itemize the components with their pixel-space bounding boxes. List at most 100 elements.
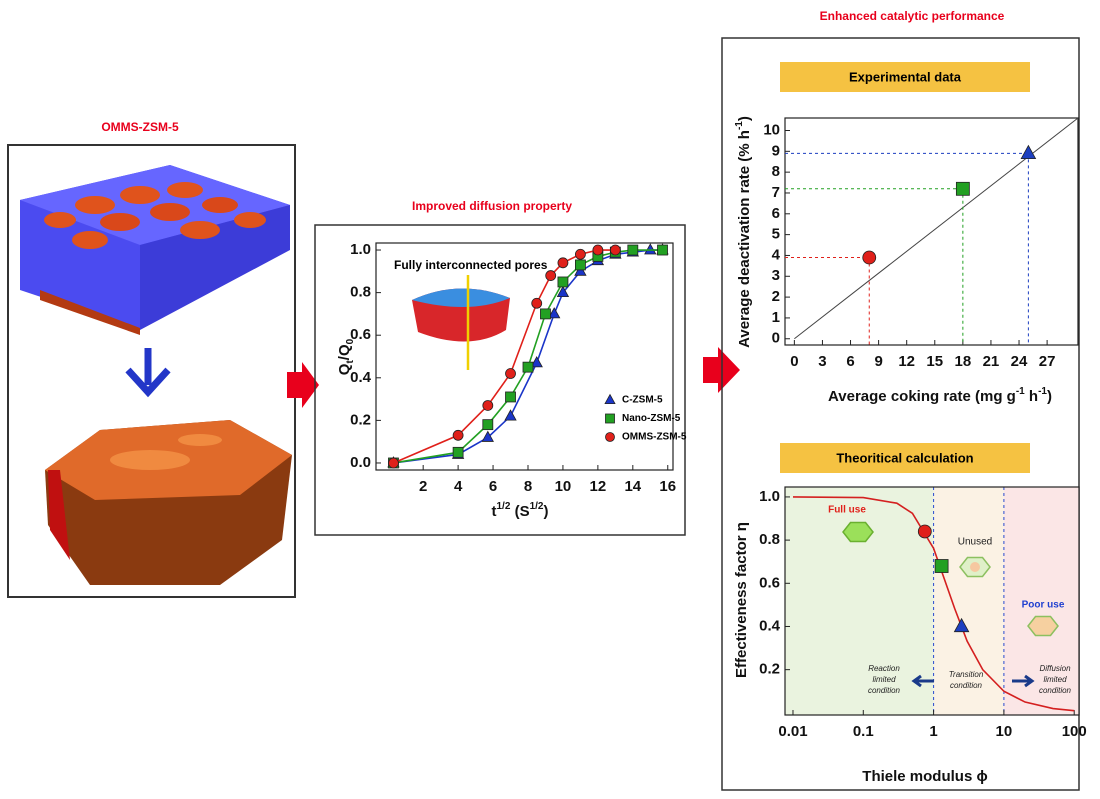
note: Transition — [949, 670, 984, 679]
point — [523, 362, 533, 372]
x-tick-label: 1 — [929, 723, 937, 740]
chart-title: Experimental data — [849, 69, 962, 84]
y-tick-label: 1 — [772, 309, 780, 326]
x-axis-label: Thiele modulus ϕ — [862, 768, 987, 785]
hexagon-icon — [843, 522, 873, 541]
charts: Fully interconnected pores Improved diffu… — [336, 69, 1087, 785]
x-tick-label: 10 — [555, 478, 572, 495]
hexagon-icon — [1028, 616, 1058, 635]
point — [483, 400, 493, 410]
x-tick-label: 14 — [624, 478, 641, 495]
y-tick-label: 1.0 — [350, 241, 371, 258]
note: Poor use — [1022, 600, 1065, 611]
arrow — [287, 362, 319, 408]
inset-label: Fully interconnected pores — [394, 258, 548, 272]
note: Reaction — [868, 664, 900, 673]
point — [606, 433, 615, 442]
y-axis-label-part: 0 — [345, 338, 356, 344]
point — [453, 430, 463, 440]
x-axis-label-part: ) — [543, 503, 548, 520]
y-tick-label: 0.2 — [759, 661, 780, 678]
chart-title: Improved diffusion property — [412, 199, 572, 213]
point — [575, 260, 585, 270]
x-axis-label-part: Average coking rate (mg g — [828, 388, 1016, 405]
y-axis-label: Effectiveness factor η — [733, 522, 750, 678]
point — [658, 245, 668, 255]
note: Diffusion — [1039, 664, 1071, 673]
x-tick-label: 0.1 — [853, 723, 874, 740]
point — [388, 458, 398, 468]
x-axis-label-part: 1/2 — [530, 501, 544, 512]
legend-label: OMMS-ZSM-5 — [622, 432, 687, 443]
point — [453, 447, 463, 457]
y-axis-label-part: Q — [336, 363, 353, 375]
point — [610, 245, 620, 255]
y-tick-label: 3 — [772, 267, 780, 284]
point — [532, 298, 542, 308]
hexagon-illustration — [45, 420, 292, 585]
point — [605, 395, 615, 404]
x-tick-label: 10 — [996, 723, 1013, 740]
x-tick-label: 27 — [1039, 353, 1056, 370]
x-tick-label: 24 — [1011, 353, 1028, 370]
point — [546, 271, 556, 281]
x-tick-label: 18 — [955, 353, 972, 370]
point — [506, 392, 516, 402]
y-axis-label-part: Effectiveness factor η — [733, 522, 750, 678]
chart: Improved diffusion property2468101214160… — [336, 199, 687, 520]
x-axis-label: Average coking rate (mg g-1 h-1) — [828, 386, 1052, 405]
y-tick-label: 0.4 — [759, 617, 781, 634]
x-tick-label: 12 — [590, 478, 607, 495]
point — [918, 525, 931, 538]
note: Full use — [828, 505, 866, 516]
y-tick-label: 8 — [772, 163, 780, 180]
x-tick-label: 0 — [790, 353, 798, 370]
x-tick-label: 15 — [926, 353, 943, 370]
x-axis-label-part: ) — [1047, 388, 1052, 405]
y-tick-label: 0.8 — [350, 284, 371, 301]
x-tick-label: 2 — [419, 478, 427, 495]
point — [606, 414, 615, 423]
y-axis-label: Average deactivation rate (% h-1) — [734, 116, 753, 348]
y-axis-label-part: /Q — [336, 344, 353, 360]
y-tick-label: 5 — [772, 226, 780, 243]
x-tick-label: 100 — [1062, 723, 1087, 740]
y-tick-label: 0 — [772, 330, 780, 347]
x-tick-label: 12 — [898, 353, 915, 370]
inset-illustration — [412, 275, 510, 370]
point — [506, 369, 516, 379]
point — [628, 245, 638, 255]
y-axis-label: Qt/Q0 — [336, 338, 356, 375]
note: limited — [1043, 675, 1067, 684]
note: condition — [868, 686, 901, 695]
series-line — [393, 250, 615, 463]
point — [645, 244, 656, 254]
y-tick-label: 4 — [772, 246, 781, 263]
y-tick-label: 10 — [763, 121, 780, 138]
y-axis-label-part: Average deactivation rate (% h — [736, 130, 753, 348]
point — [575, 249, 585, 259]
legend-label: Nano-ZSM-5 — [622, 413, 681, 424]
x-tick-label: 3 — [818, 353, 826, 370]
down-arrow — [128, 348, 168, 392]
point — [540, 309, 550, 319]
x-tick-label: 0.01 — [778, 723, 807, 740]
y-tick-label: 0.2 — [350, 411, 371, 428]
y-tick-label: 2 — [772, 288, 780, 305]
honeycomb-illustration — [20, 165, 290, 335]
x-axis-label-part: 1/2 — [497, 501, 511, 512]
legend-label: C-ZSM-5 — [622, 395, 663, 406]
x-tick-label: 16 — [659, 478, 676, 495]
y-tick-label: 1.0 — [759, 488, 780, 505]
x-tick-label: 9 — [874, 353, 882, 370]
y-tick-label: 7 — [772, 184, 780, 201]
y-axis-label-part: ) — [736, 116, 753, 121]
x-axis-label-part: h — [1025, 388, 1038, 405]
y-tick-label: 9 — [772, 142, 780, 159]
x-axis-label-part: Thiele modulus ϕ — [862, 768, 987, 785]
y-tick-label: 0.0 — [350, 454, 371, 471]
x-tick-label: 6 — [489, 478, 497, 495]
point — [863, 251, 876, 264]
